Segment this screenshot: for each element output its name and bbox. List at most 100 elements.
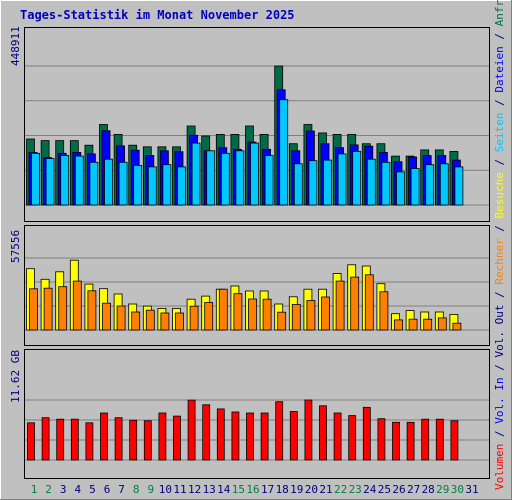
volumen-bar-day-19	[289, 411, 298, 461]
rechner-bar-day-26	[394, 319, 403, 331]
rechner-bar-day-11	[175, 312, 184, 331]
volumen-bar-day-1	[27, 422, 35, 461]
day-label-13: 13	[203, 483, 216, 496]
seiten-bar-day-19	[293, 163, 303, 206]
rechner-bar-day-29	[437, 317, 447, 331]
volumen-bar-day-23	[348, 415, 357, 461]
legend-part-9: /	[493, 152, 506, 172]
day-label-21: 21	[319, 483, 332, 496]
legend-part-11: /	[493, 93, 506, 113]
day-label-23: 23	[349, 483, 362, 496]
day-label-30: 30	[451, 483, 464, 496]
seiten-bar-day-7	[118, 161, 128, 206]
volumen-bar-day-20	[304, 399, 313, 461]
y-max-label-visits: 57556	[9, 230, 22, 263]
seiten-bar-day-15	[235, 150, 245, 206]
volumen-bar-day-16	[246, 412, 254, 461]
x-axis-day-labels: 1 2 3 4 5 6 7 8 9 10 11 12 13 14 15 16 17 18 19 20 21 22 23 24 2…	[31, 483, 479, 496]
legend-part-4: Vol. Out	[493, 305, 506, 358]
rechner-bar-day-30	[452, 322, 462, 331]
seiten-bar-day-27	[410, 168, 420, 206]
seiten-bar-day-10	[162, 164, 172, 206]
seiten-bar-day-5	[89, 161, 99, 206]
seiten-bar-day-24	[366, 158, 376, 206]
rechner-bar-day-23	[350, 276, 360, 331]
seiten-bar-day-16	[250, 142, 259, 206]
legend-part-8: Besuche	[493, 172, 506, 218]
volumen-bar-day-25	[377, 418, 386, 461]
day-label-19: 19	[290, 483, 303, 496]
panel-3-frame	[24, 349, 490, 479]
seiten-bar-day-2	[45, 158, 55, 206]
volumen-bar-day-26	[392, 421, 400, 461]
legend-part-12: Dateien	[493, 46, 506, 92]
rechner-bar-day-12	[189, 305, 199, 331]
seiten-bar-day-23	[352, 150, 362, 206]
chart-bars	[25, 65, 489, 461]
seiten-bar-day-26	[396, 171, 405, 206]
legend-part-13: /	[493, 26, 506, 46]
rechner-bar-day-14	[218, 288, 228, 331]
day-label-7: 7	[118, 483, 125, 496]
legend-part-5: /	[493, 285, 506, 305]
volumen-bar-day-11	[173, 415, 181, 461]
rechner-bar-day-19	[291, 304, 301, 331]
rechner-bar-day-24	[364, 274, 374, 331]
volumen-bar-day-2	[41, 417, 50, 461]
day-label-1: 1	[31, 483, 38, 496]
rechner-bar-day-9	[145, 309, 155, 331]
seiten-bar-day-14	[220, 152, 230, 206]
volumen-bar-day-12	[187, 399, 196, 461]
seiten-bar-day-29	[439, 163, 449, 206]
day-label-12: 12	[188, 483, 201, 496]
day-label-31: 31	[465, 483, 478, 496]
day-label-17: 17	[261, 483, 274, 496]
seiten-bar-day-11	[177, 166, 186, 206]
day-label-26: 26	[392, 483, 405, 496]
seiten-bar-day-17	[264, 155, 274, 206]
volumen-bar-day-4	[70, 418, 79, 461]
rechner-bar-day-17	[262, 298, 272, 331]
day-label-20: 20	[305, 483, 318, 496]
volumen-bar-day-29	[435, 418, 444, 461]
day-label-5: 5	[89, 483, 96, 496]
legend-part-2: Vol. In	[493, 377, 506, 423]
volumen-bar-day-13	[202, 404, 211, 461]
seiten-bar-day-4	[74, 155, 84, 206]
rechner-bar-day-16	[248, 298, 257, 331]
day-label-8: 8	[133, 483, 140, 496]
rechner-bar-day-22	[335, 280, 345, 331]
legend-part-14: Anfragen	[493, 0, 506, 26]
rechner-bar-day-7	[116, 305, 126, 331]
seiten-bar-day-3	[60, 155, 70, 206]
rechner-bar-day-27	[408, 318, 418, 331]
volume-panel	[24, 349, 490, 479]
volumen-bar-day-17	[260, 412, 269, 461]
rechner-bar-day-15	[233, 293, 243, 331]
legend-part-10: Seiten	[493, 112, 506, 152]
seiten-bar-day-25	[381, 161, 391, 206]
volumen-bar-day-3	[56, 418, 65, 461]
day-label-18: 18	[276, 483, 289, 496]
volumen-bar-day-28	[421, 418, 430, 461]
legend-part-0: Volumen	[493, 444, 506, 490]
rechner-bar-day-25	[379, 291, 389, 331]
day-label-15: 15	[232, 483, 245, 496]
rechner-bar-day-6	[102, 302, 111, 331]
volumen-bar-day-18	[275, 401, 284, 461]
seiten-bar-day-6	[104, 158, 113, 206]
rechner-bar-day-2	[43, 287, 53, 331]
day-label-22: 22	[334, 483, 347, 496]
day-label-11: 11	[173, 483, 186, 496]
volumen-bar-day-8	[129, 419, 138, 461]
rechner-bar-day-20	[306, 300, 316, 331]
legend-part-7: /	[493, 218, 506, 238]
seiten-bar-day-8	[133, 164, 143, 206]
day-label-24: 24	[363, 483, 377, 496]
day-label-27: 27	[407, 483, 420, 496]
seiten-bar-day-18	[279, 99, 289, 206]
volumen-bar-day-5	[85, 422, 94, 461]
day-label-6: 6	[104, 483, 111, 496]
day-label-9: 9	[147, 483, 154, 496]
